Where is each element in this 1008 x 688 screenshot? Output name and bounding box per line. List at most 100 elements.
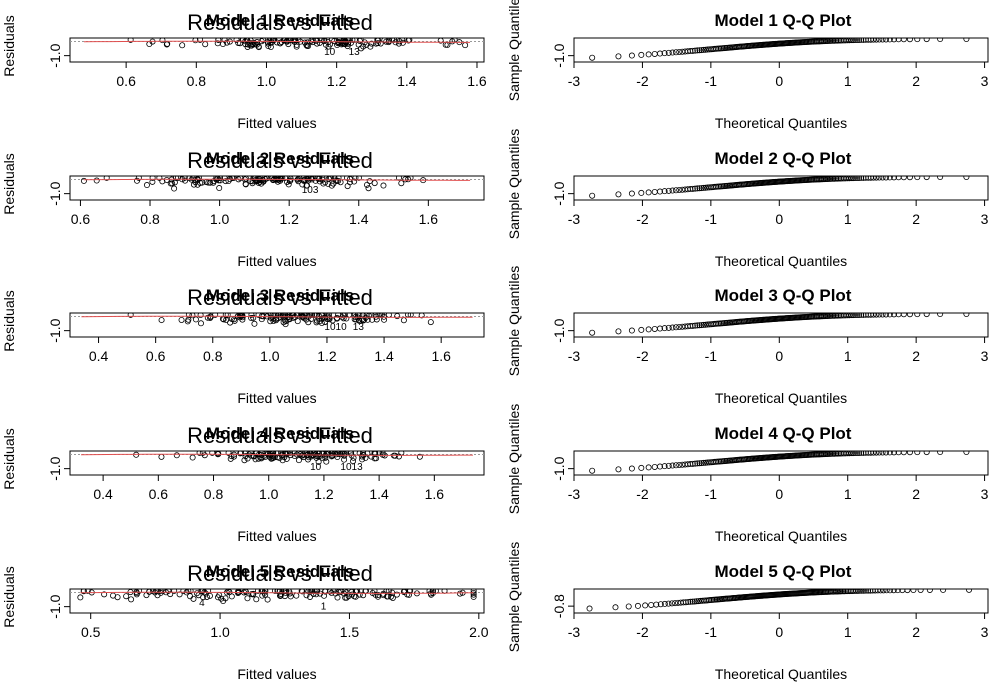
qq-point — [890, 313, 897, 318]
residual-point — [192, 38, 199, 44]
y-tick-label: -1.0 — [47, 594, 63, 618]
qq-point — [665, 187, 672, 194]
residual-point — [357, 38, 364, 43]
residual-point — [146, 589, 153, 595]
qq-point — [837, 589, 844, 595]
qq-point — [886, 38, 893, 43]
residual-point — [173, 452, 180, 459]
x-tick-label: 0.6 — [71, 211, 91, 227]
qq-point — [642, 602, 649, 609]
qq-point — [687, 48, 694, 55]
residual-point — [127, 38, 134, 43]
residual-point — [373, 40, 380, 47]
residual-point — [348, 589, 355, 595]
residual-point — [400, 317, 407, 324]
residuals-panel-5: 4 1 0.5 1.0 1.5 2.0 -1.0 Fitted values Residuals… — [1, 561, 489, 682]
qq-point — [676, 323, 683, 330]
qq-point — [665, 324, 672, 331]
qq-point — [850, 451, 857, 457]
residual-point — [253, 596, 260, 603]
x-tick-label: -1 — [705, 73, 718, 89]
x-tick-label: 0 — [775, 73, 783, 89]
residual-point — [296, 176, 303, 181]
residual-point — [103, 176, 110, 181]
qq-point — [834, 313, 841, 319]
qq-point — [963, 451, 970, 456]
residual-point — [239, 313, 246, 319]
residual-point — [330, 180, 337, 187]
qq-point — [692, 47, 699, 54]
residual-point — [255, 455, 262, 462]
x-tick-label: 3 — [981, 486, 989, 502]
residual-point — [233, 38, 240, 43]
qq-point — [657, 601, 664, 608]
residual-point — [281, 313, 288, 318]
residual-point — [360, 317, 367, 324]
residual-point — [204, 314, 211, 321]
qq-point — [853, 176, 860, 181]
qq-point — [656, 188, 663, 195]
residual-point — [77, 594, 84, 601]
qq-point — [850, 313, 857, 319]
residual-point — [367, 43, 374, 50]
qq-point — [661, 325, 668, 332]
residual-point — [262, 589, 269, 594]
qq-point — [851, 313, 858, 319]
qq-point — [937, 451, 944, 456]
residual-point — [237, 176, 244, 182]
residual-point — [149, 176, 156, 181]
qq-point — [910, 589, 917, 594]
residual-point — [225, 589, 232, 594]
outlier-label: 13 — [349, 47, 361, 58]
y-tick-label: -1.0 — [47, 43, 63, 67]
residual-point — [223, 317, 230, 324]
residual-point — [249, 591, 256, 598]
x-tick-label: 0.8 — [203, 348, 223, 364]
qq-point — [638, 189, 645, 196]
panel-title: Model 3 Q-Q Plot — [715, 286, 852, 305]
qq-point — [673, 187, 680, 194]
residual-point — [159, 38, 166, 44]
qq-point — [700, 459, 707, 466]
qq-point — [848, 176, 855, 182]
residual-point — [278, 176, 285, 181]
points-group — [589, 451, 970, 474]
qq-point — [665, 49, 672, 56]
qq-point — [846, 38, 853, 44]
residual-point — [286, 178, 293, 185]
qq-point — [860, 589, 867, 594]
x-axis-label: Fitted values — [237, 528, 316, 544]
residual-point — [364, 451, 371, 457]
x-axis-label: Theoretical Quantiles — [715, 666, 847, 682]
qq-point — [870, 451, 877, 456]
qq-point — [653, 601, 660, 608]
residual-point — [400, 589, 407, 595]
qq-point — [883, 176, 890, 181]
qq-point — [694, 185, 701, 192]
x-tick-label: 2 — [912, 624, 920, 640]
residual-point — [207, 313, 214, 320]
residual-point — [277, 40, 284, 47]
residual-point — [328, 453, 335, 460]
qq-point — [894, 589, 901, 594]
qq-point — [840, 589, 847, 595]
x-tick-label: 0.6 — [149, 486, 169, 502]
qq-point — [937, 176, 944, 181]
qq-point — [873, 38, 880, 43]
qq-point — [879, 313, 886, 318]
residuals-panel-1: 10 13 0.6 0.8 1.0 1.2 1.4 1.6 -1.0 Fitted values R… — [1, 10, 487, 131]
y-tick-label: -1.0 — [47, 456, 63, 480]
qq-panel-2: -3 -2 -1 0 1 2 3 -1.0 Theoretical Quantiles Sampl… — [506, 129, 989, 269]
qq-point — [880, 589, 887, 594]
residual-point — [259, 38, 266, 43]
residual-point — [251, 320, 258, 327]
qq-point — [645, 326, 652, 333]
qq-point — [963, 313, 970, 318]
residual-point — [358, 45, 365, 52]
residual-point — [243, 176, 250, 182]
qq-point — [676, 186, 683, 193]
qq-point — [890, 176, 897, 181]
residual-point — [342, 589, 349, 595]
residual-point — [449, 38, 456, 45]
x-tick-label: 1.0 — [259, 486, 279, 502]
